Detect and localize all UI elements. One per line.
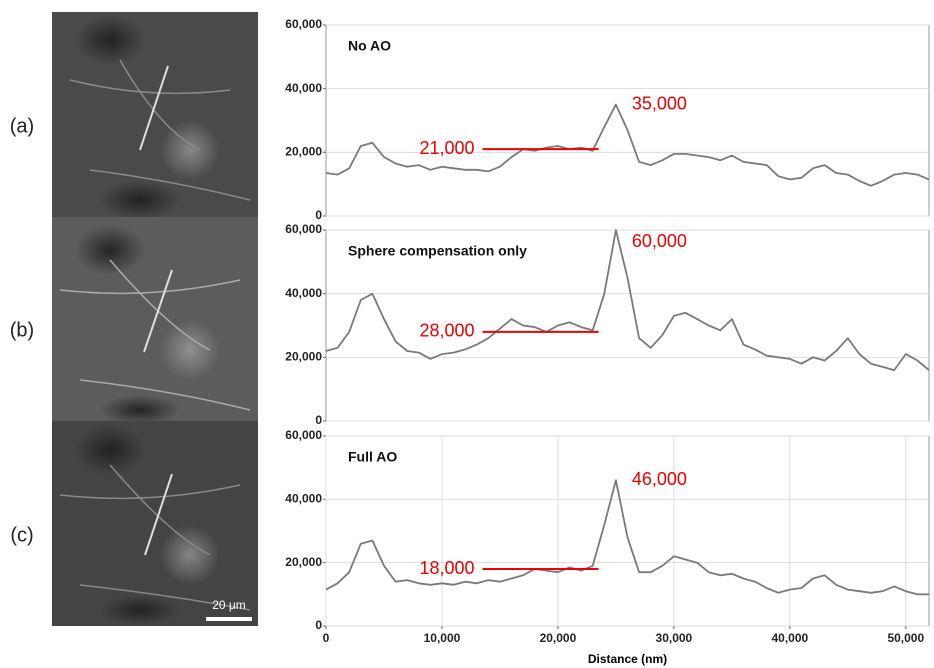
y-tick-label: 0 — [315, 413, 322, 427]
panel-title: Sphere compensation only — [348, 243, 527, 259]
y-tick-label: 20,000 — [285, 555, 322, 569]
y-tick-label: 40,000 — [285, 492, 322, 506]
x-tick-label: 30,000 — [656, 631, 693, 645]
scale-bar-label: 20 μm — [212, 598, 246, 612]
panel-title: Full AO — [348, 449, 397, 465]
data-line — [325, 229, 930, 371]
y-tick-label: 0 — [315, 208, 322, 222]
micrograph-a — [52, 12, 258, 220]
micrograph-b — [52, 217, 258, 425]
data-line — [325, 479, 929, 596]
y-tick-label: 60,000 — [285, 428, 322, 442]
mean-label: 21,000 — [419, 138, 474, 158]
panel-label: (b) — [10, 319, 34, 341]
y-tick-label: 40,000 — [285, 81, 322, 95]
x-tick-label: 40,000 — [771, 631, 808, 645]
plot-frame — [325, 435, 930, 627]
y-tick-label: 60,000 — [285, 17, 322, 31]
panel-label: (c) — [10, 524, 33, 546]
x-tick-label: 20,000 — [540, 631, 577, 645]
y-tick-label: 60,000 — [285, 222, 322, 236]
scale-bar — [206, 617, 252, 621]
x-tick-label: 50,000 — [887, 631, 924, 645]
peak-label: 46,000 — [632, 469, 687, 489]
panel-title: No AO — [348, 38, 391, 54]
mean-label: 18,000 — [419, 558, 474, 578]
micrograph-c: 20 μm — [52, 421, 258, 626]
plot-frame — [325, 229, 930, 422]
peak-label: 35,000 — [632, 93, 687, 113]
panel-label: (a) — [10, 115, 34, 137]
y-tick-label: 40,000 — [285, 286, 322, 300]
y-tick-label: 20,000 — [285, 350, 322, 364]
mean-label: 28,000 — [419, 321, 474, 341]
y-tick-label: 0 — [315, 618, 322, 632]
data-line — [325, 103, 930, 187]
peak-label: 60,000 — [632, 231, 687, 251]
plot-frame — [325, 24, 930, 217]
y-tick-label: 20,000 — [285, 145, 322, 159]
x-axis-label: Distance (nm) — [588, 652, 667, 666]
x-tick-label: 0 — [323, 631, 330, 645]
x-tick-label: 10,000 — [424, 631, 461, 645]
